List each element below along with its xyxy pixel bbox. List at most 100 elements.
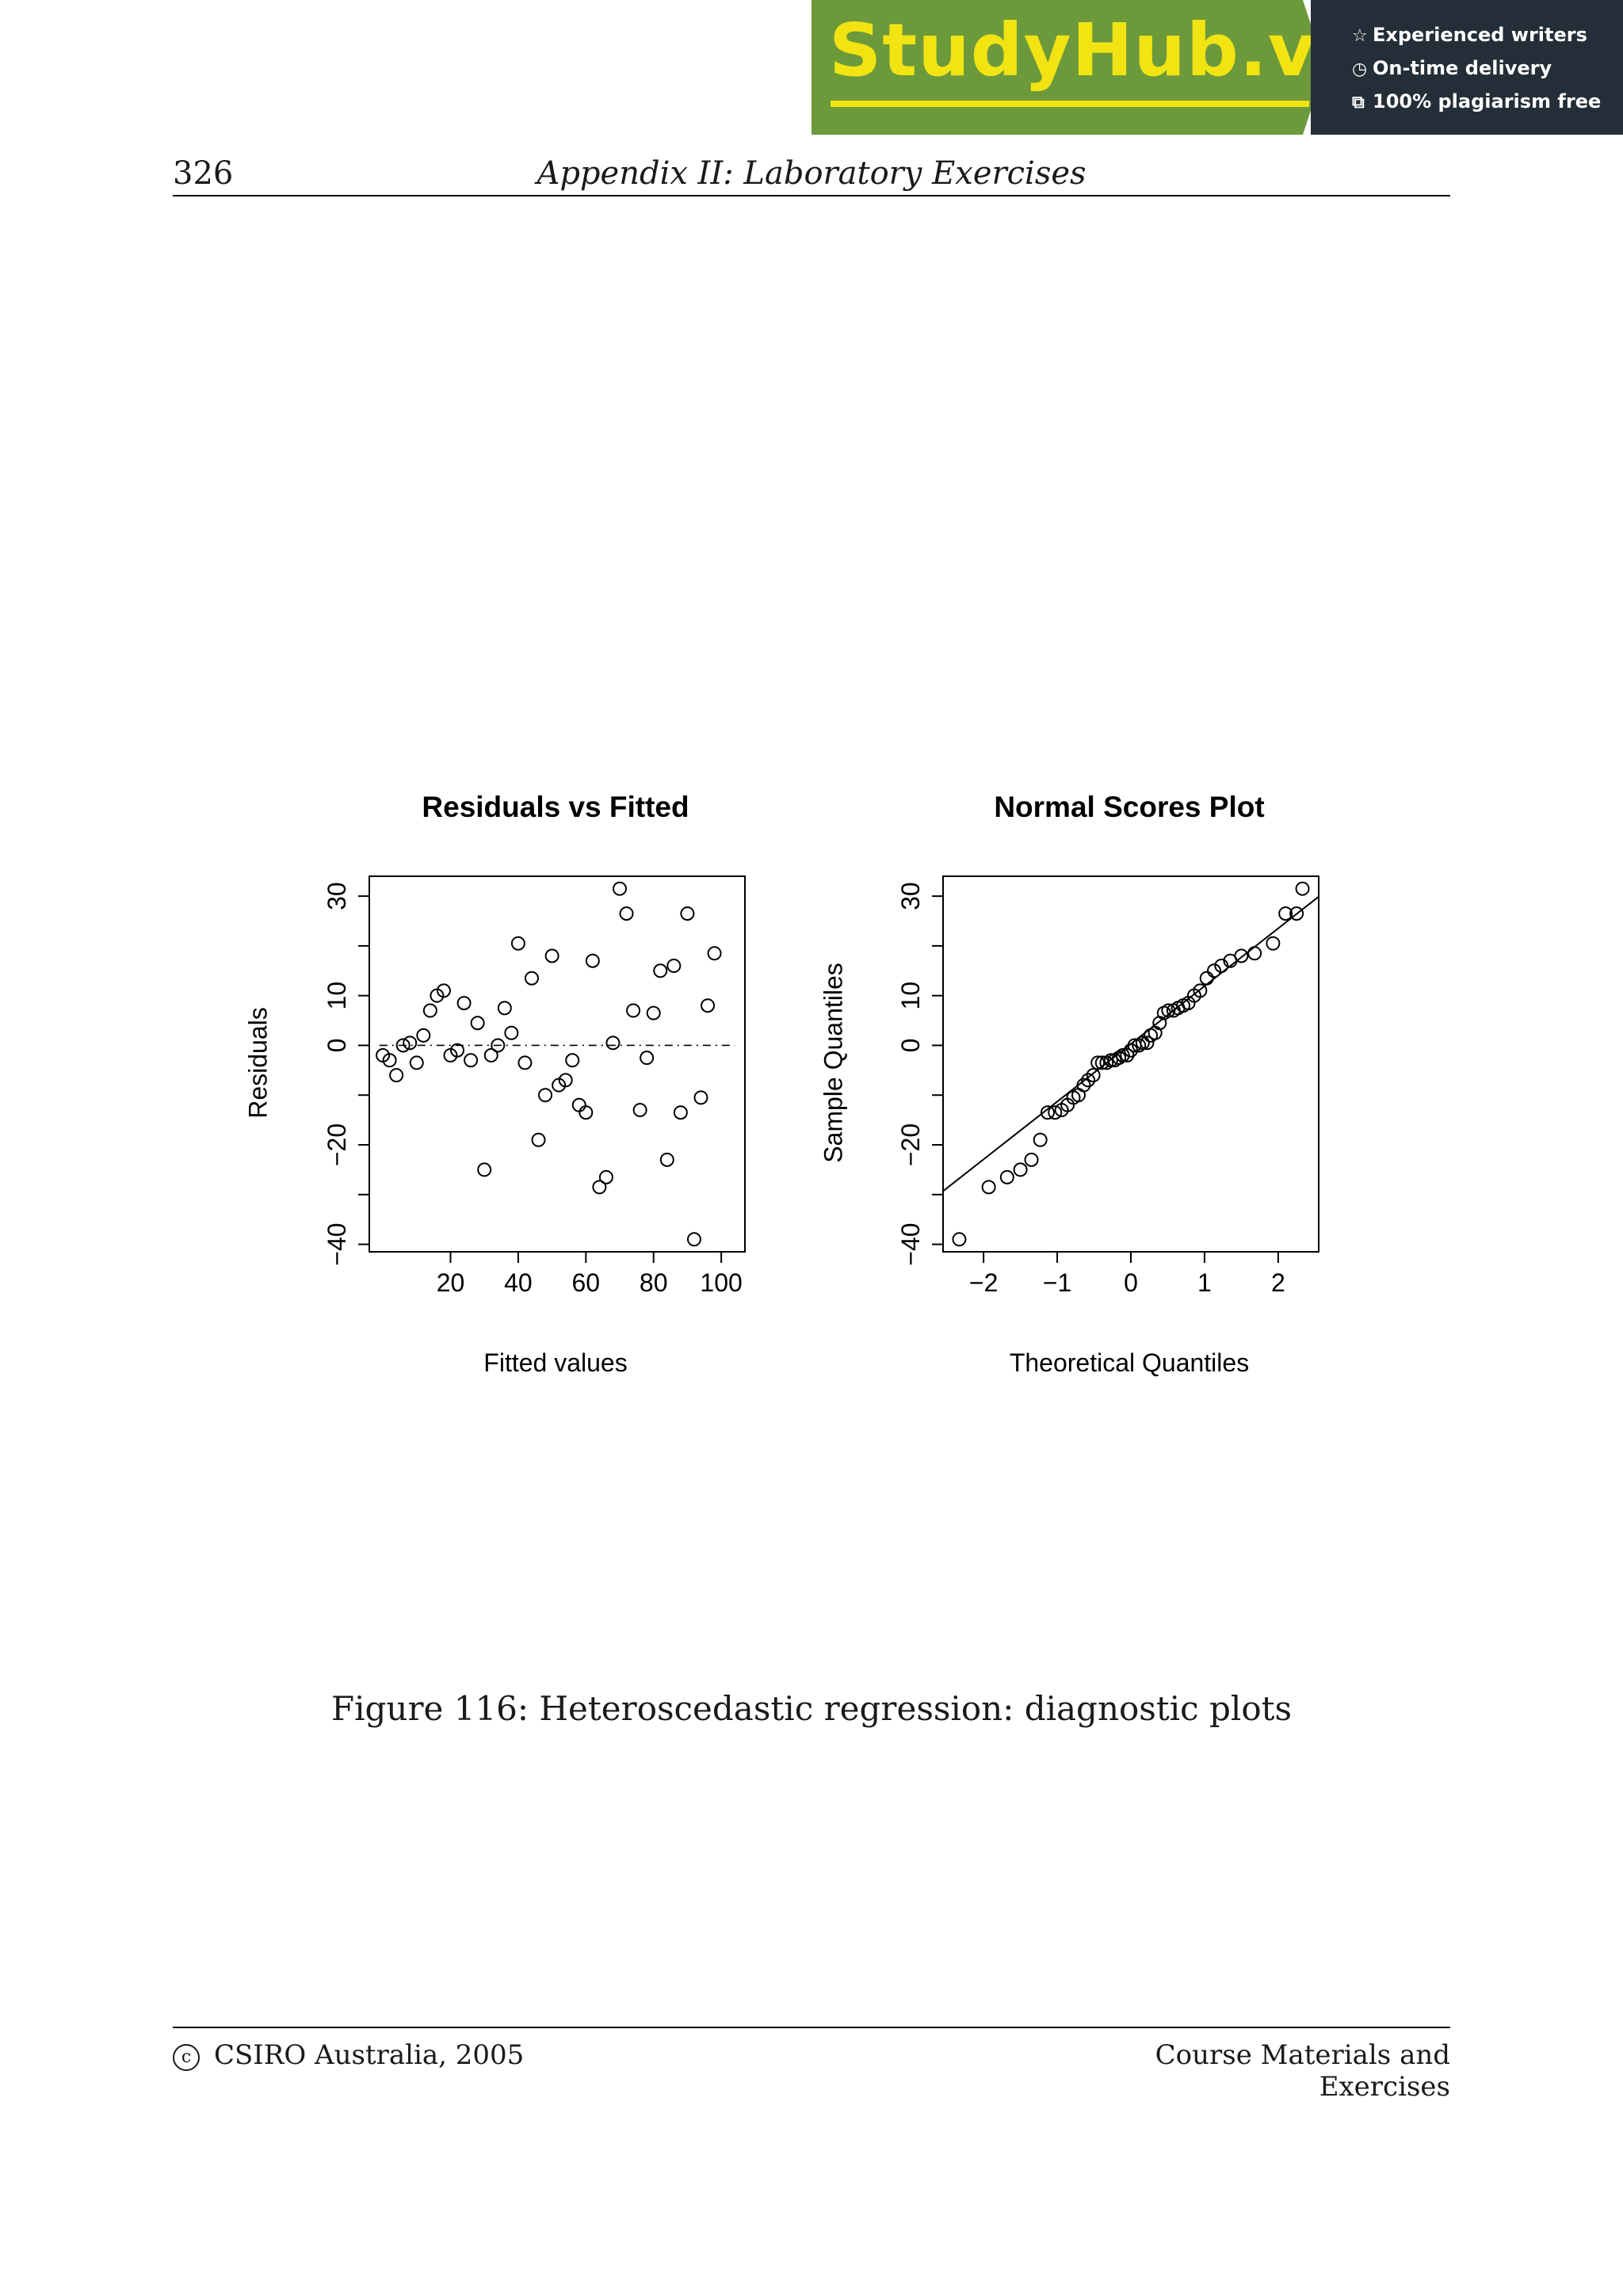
y-tick-label: 30 xyxy=(896,882,925,910)
x-tick-label: 2 xyxy=(1271,1268,1285,1297)
header-rule xyxy=(173,195,1450,196)
data-point xyxy=(619,906,634,921)
data-point xyxy=(1289,906,1304,921)
y-tick-label: −20 xyxy=(896,1123,925,1166)
y-tick-label: −20 xyxy=(323,1123,351,1166)
footer-copyright: c CSIRO Australia, 2005 xyxy=(173,2039,524,2071)
data-point xyxy=(497,1001,512,1016)
data-point xyxy=(952,1232,967,1247)
y-tick-label: −40 xyxy=(896,1222,925,1265)
data-point xyxy=(571,1097,586,1112)
data-point xyxy=(1135,1035,1150,1051)
x-tick-label: −2 xyxy=(969,1268,998,1297)
data-point xyxy=(585,953,600,968)
data-point xyxy=(999,1169,1014,1184)
footer-left-text: CSIRO Australia, 2005 xyxy=(214,2039,525,2071)
data-point xyxy=(1193,983,1208,998)
page-number: 326 xyxy=(173,155,234,192)
studyhub-banner[interactable]: StudyHub.vip ☆ Experienced writers ◷ On-ti… xyxy=(812,0,1623,135)
data-point xyxy=(1247,946,1262,961)
data-point xyxy=(464,1053,479,1068)
data-point xyxy=(395,1038,411,1053)
figure-caption: Figure 116: Heteroscedastic regression: … xyxy=(330,1689,1293,1728)
data-point xyxy=(1076,1077,1091,1093)
data-point xyxy=(1024,1152,1039,1167)
data-point xyxy=(659,1152,674,1167)
data-point xyxy=(673,1105,688,1120)
data-point xyxy=(470,1016,485,1031)
data-point xyxy=(544,948,559,963)
data-point xyxy=(1040,1105,1055,1120)
data-point xyxy=(382,1053,397,1068)
data-point xyxy=(510,936,525,951)
data-point xyxy=(632,1103,647,1118)
data-point xyxy=(450,1043,465,1058)
data-point xyxy=(640,1051,655,1066)
plot-frame xyxy=(369,875,746,1253)
chart-title-residuals: Residuals vs Fitted xyxy=(422,791,689,823)
y-tick-label: 0 xyxy=(323,1039,351,1053)
data-point xyxy=(491,1038,506,1053)
data-point xyxy=(701,998,716,1013)
data-point xyxy=(1090,1055,1106,1070)
data-point xyxy=(626,1003,641,1018)
copyright-icon: c xyxy=(173,2044,200,2071)
x-tick-label: 80 xyxy=(640,1268,668,1297)
data-point xyxy=(592,1180,607,1195)
clock-icon: ◷ xyxy=(1352,59,1368,79)
chart-title-normal-scores: Normal Scores Plot xyxy=(994,791,1265,823)
data-point xyxy=(1295,881,1310,896)
brand-logo-text: StudyHub.vip xyxy=(829,8,1396,93)
x-axis-label-fitted: Fitted values xyxy=(483,1348,628,1377)
data-point xyxy=(1161,1003,1176,1018)
data-point xyxy=(1234,948,1249,963)
data-point xyxy=(1278,906,1293,921)
data-point xyxy=(653,963,668,978)
data-point xyxy=(517,1055,533,1070)
feature-experienced-writers: ☆ Experienced writers xyxy=(1352,24,1587,46)
feature-on-time-delivery: ◷ On-time delivery xyxy=(1352,57,1552,79)
x-tick-label: 100 xyxy=(700,1268,742,1297)
data-point xyxy=(579,1105,594,1120)
data-point xyxy=(483,1048,498,1063)
data-point xyxy=(646,1005,661,1020)
brand-underline xyxy=(831,101,1309,107)
feature-plagiarism-free: ⧉ 100% plagiarism free xyxy=(1352,90,1602,113)
data-point xyxy=(403,1035,418,1051)
data-point xyxy=(1103,1053,1118,1068)
normal-plot-group: −2 −1 0 1 2 −40 −20 0 10 30 xyxy=(896,875,1319,1297)
banner-features-panel xyxy=(1311,0,1623,135)
data-point xyxy=(1013,1162,1028,1177)
data-point xyxy=(686,1232,701,1247)
data-point xyxy=(598,1169,613,1184)
x-axis-label-theoretical: Theoretical Quantiles xyxy=(1009,1348,1250,1377)
data-point xyxy=(389,1068,404,1083)
y-tick-label: 0 xyxy=(896,1039,925,1053)
plot-frame xyxy=(942,875,1319,1253)
data-point xyxy=(1048,1105,1063,1120)
data-point xyxy=(981,1180,996,1195)
data-point xyxy=(524,971,539,986)
residuals-plot-group: 20 40 60 80 100 −40 −20 0 10 30 xyxy=(323,875,746,1297)
y-tick-label: 30 xyxy=(323,882,351,910)
data-point xyxy=(1115,1048,1130,1063)
data-point xyxy=(707,946,722,961)
data-point xyxy=(1132,1038,1147,1053)
data-point xyxy=(565,1053,580,1068)
data-point xyxy=(1112,1051,1127,1066)
star-icon: ☆ xyxy=(1352,26,1368,46)
y-tick-label: −40 xyxy=(323,1222,351,1265)
data-point xyxy=(538,1088,553,1103)
x-tick-label: 0 xyxy=(1124,1268,1138,1297)
y-axis-label-sample: Sample Quantiles xyxy=(819,963,848,1163)
data-point xyxy=(680,906,695,921)
data-point xyxy=(456,996,472,1011)
data-point xyxy=(1086,1068,1101,1083)
running-head: Appendix II: Laboratory Exercises xyxy=(537,155,1086,192)
data-point xyxy=(1266,936,1281,951)
data-point xyxy=(1140,1035,1155,1051)
data-point xyxy=(558,1073,573,1088)
data-point xyxy=(416,1028,431,1043)
data-point xyxy=(1207,963,1222,978)
